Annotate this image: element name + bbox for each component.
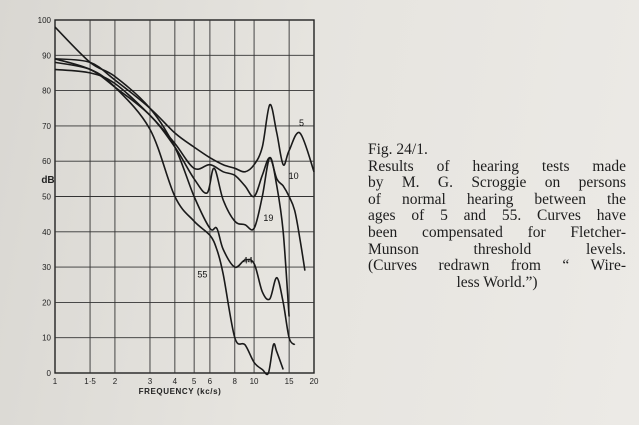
y-tick-label: 10 bbox=[42, 334, 51, 343]
x-tick-label: 10 bbox=[250, 377, 259, 386]
x-tick-label: 8 bbox=[233, 377, 238, 386]
y-tick-label: 60 bbox=[42, 157, 51, 166]
caption-line: Munson threshold levels. bbox=[368, 240, 626, 258]
x-axis-label: FREQUENCY (kc/s) bbox=[139, 387, 222, 396]
caption-line: Results of hearing tests made bbox=[368, 157, 626, 175]
series-line-5 bbox=[54, 58, 315, 173]
x-tick-label: 2 bbox=[113, 377, 118, 386]
caption-line: (Curves redrawn from “ Wire- bbox=[368, 257, 626, 275]
chart-grid bbox=[54, 19, 315, 374]
caption-line: of normal hearing between the bbox=[368, 190, 626, 208]
y-tick-label: 70 bbox=[42, 122, 51, 131]
series-label-5: 5 bbox=[299, 118, 304, 128]
caption-line: ages of 5 and 55. Curves have bbox=[368, 207, 626, 225]
chart-series: 5 10 19 44 55 bbox=[54, 26, 315, 376]
x-tick-label: 4 bbox=[173, 377, 178, 386]
series-line-44 bbox=[54, 26, 296, 346]
figure-caption: Fig. 24/1. Results of hearing tests made… bbox=[368, 141, 626, 291]
x-tick-label: 5 bbox=[192, 377, 197, 386]
y-tick-label: 90 bbox=[42, 51, 51, 60]
x-tick-label: 15 bbox=[285, 377, 294, 386]
series-line-55 bbox=[54, 61, 284, 376]
y-axis-label: dB bbox=[41, 175, 54, 186]
y-tick-label: 20 bbox=[42, 298, 51, 307]
series-line-19 bbox=[54, 58, 290, 317]
series-label-55: 55 bbox=[197, 270, 207, 280]
x-tick-label: 3 bbox=[148, 377, 153, 386]
y-tick-label: 40 bbox=[42, 228, 51, 237]
x-tick-label: 1 bbox=[53, 377, 58, 386]
y-tick-label: 50 bbox=[42, 193, 51, 202]
series-label-19: 19 bbox=[263, 213, 273, 223]
x-tick-label: 20 bbox=[310, 377, 319, 386]
y-tick-label: 0 bbox=[47, 369, 52, 378]
series-label-10: 10 bbox=[289, 171, 299, 181]
figure-number: Fig. 24/1. bbox=[368, 141, 428, 158]
y-tick-label: 100 bbox=[38, 16, 52, 25]
y-tick-label: 30 bbox=[42, 263, 51, 272]
series-label-44: 44 bbox=[243, 256, 253, 266]
y-tick-label: 80 bbox=[42, 87, 51, 96]
chart-tick-labels: 1 1·5 2 3 4 5 6 8 10 15 20 0 10 20 30 40 50 60 70 80 90 100 bbox=[38, 16, 319, 386]
caption-line: by M. G. Scroggie on persons bbox=[368, 174, 626, 192]
caption-line: been compensated for Fletcher- bbox=[368, 223, 626, 241]
x-tick-label: 6 bbox=[208, 377, 213, 386]
caption-line: less World.”) bbox=[456, 273, 538, 291]
x-tick-label: 1·5 bbox=[84, 377, 96, 386]
